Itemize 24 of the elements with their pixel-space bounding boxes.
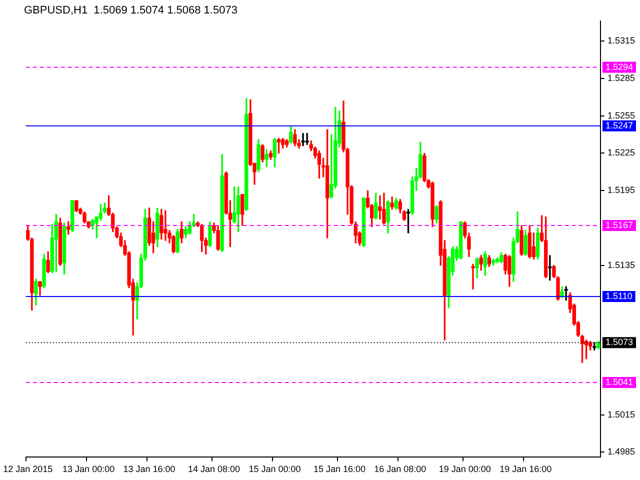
ref-line-label: 1.5041: [605, 376, 634, 387]
chart-title: GBPUSD,H1 1.5069 1.5074 1.5068 1.5073: [24, 4, 238, 17]
y-tick-label: 1.5255: [607, 110, 636, 120]
ref-line-label: 1.5167: [605, 220, 634, 230]
y-tick-label: 1.5285: [607, 72, 636, 83]
x-tick-label: 16 Jan 08:00: [374, 464, 426, 474]
y-tick-label: 1.5015: [607, 409, 636, 420]
x-tick-label: 19 Jan 00:00: [438, 464, 491, 474]
x-tick-label: 19 Jan 16:00: [500, 464, 552, 474]
y-tick-label: 1.5315: [607, 36, 636, 46]
x-tick-label: 13 Jan 00:00: [62, 464, 115, 474]
y-tick-label: 1.5225: [607, 148, 636, 158]
ref-line-label: 1.5247: [605, 120, 634, 130]
ref-line-label: 1.5294: [605, 62, 634, 72]
y-tick-label: 1.5195: [607, 185, 636, 196]
y-tick-label: 1.5135: [607, 260, 636, 270]
ref-line-label: 1.5110: [605, 290, 632, 301]
x-tick-label: 12 Jan 2015: [3, 464, 53, 474]
y-tick-label: 1.4985: [607, 446, 636, 457]
ref-line-label: 1.5073: [605, 337, 634, 348]
x-tick-label: 13 Jan 16:00: [123, 464, 176, 474]
x-tick-label: 15 Jan 16:00: [313, 464, 366, 474]
x-tick-label: 14 Jan 08:00: [188, 464, 240, 474]
x-tick-label: 15 Jan 00:00: [248, 464, 301, 474]
